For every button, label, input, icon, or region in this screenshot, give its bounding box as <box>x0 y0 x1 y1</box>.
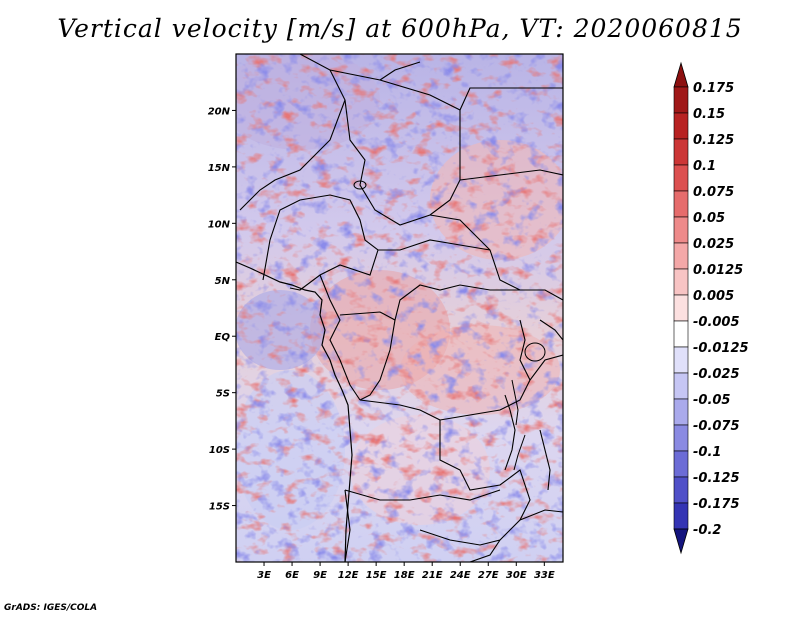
colorbar-label: 0.125 <box>693 133 734 148</box>
colorbar-label: -0.005 <box>693 315 740 330</box>
lon-tick-label: 24E <box>450 570 471 581</box>
velocity-field <box>236 54 563 562</box>
colorbar-label: -0.05 <box>693 393 730 408</box>
lon-tick-label: 3E <box>257 570 271 581</box>
colorbar-label: 0.175 <box>693 81 734 96</box>
colorbar-label: -0.075 <box>693 419 740 434</box>
lon-tick-label: 21E <box>422 570 443 581</box>
colorbar-segment <box>673 450 689 478</box>
lon-tick-label: 9E <box>313 570 327 581</box>
colorbar-label: 0.05 <box>693 211 725 226</box>
latitude-axis: 20N 15N 10N 5N EQ 5S 10S 15S <box>208 106 236 513</box>
colorbar-segment <box>673 190 689 218</box>
colorbar-label: 0.025 <box>693 237 734 252</box>
lon-tick-label: 30E <box>506 570 527 581</box>
colorbar-segment <box>673 112 689 140</box>
credit-text: GrADS: IGES/COLA <box>4 603 98 613</box>
colorbar-segment <box>673 164 689 192</box>
lakes <box>353 180 546 471</box>
lat-tick-label: 5N <box>215 276 231 287</box>
colorbar-label: -0.125 <box>693 471 740 486</box>
colorbar-label: 0.0125 <box>693 263 743 278</box>
colorbar-label: 0.1 <box>693 159 716 174</box>
lon-tick-label: 33E <box>534 570 555 581</box>
lat-tick-label: 5S <box>216 389 230 400</box>
lat-tick-label: 20N <box>208 106 231 117</box>
colorbar-segment <box>673 398 689 426</box>
colorbar-segment <box>673 502 689 530</box>
map-frame <box>235 53 564 563</box>
colorbar-segment <box>673 424 689 452</box>
lat-tick-label: 10S <box>209 445 230 456</box>
colorbar-segment <box>673 268 689 296</box>
colorbar-segment <box>673 346 689 374</box>
country-borders <box>239 54 563 562</box>
colorbar-segment <box>673 138 689 166</box>
colorbar-label: 0.15 <box>693 107 725 122</box>
colorbar-bottom-arrow <box>673 528 689 555</box>
colorbar-segment <box>673 476 689 504</box>
lon-tick-label: 15E <box>366 570 387 581</box>
lat-tick-label: EQ <box>215 332 231 343</box>
colorbar-segment <box>673 294 689 322</box>
coastline <box>236 261 353 562</box>
colorbar-segment <box>673 372 689 400</box>
colorbar-label: -0.0125 <box>693 341 749 356</box>
colorbar-label: -0.1 <box>693 445 721 460</box>
colorbar-segment <box>673 216 689 244</box>
colorbar: 0.175 0.15 0.125 0.1 0.075 0.05 0.025 0.0125 0.0… <box>673 61 749 555</box>
lon-tick-label: 18E <box>394 570 415 581</box>
lat-tick-label: 15N <box>208 163 231 174</box>
lon-tick-label: 6E <box>285 570 299 581</box>
colorbar-label: 0.075 <box>693 185 734 200</box>
colorbar-segment <box>673 86 689 114</box>
colorbar-label: -0.175 <box>693 497 740 512</box>
lon-tick-label: 27E <box>478 570 499 581</box>
lat-tick-label: 15S <box>209 502 230 513</box>
longitude-axis: 3E 6E 9E 12E 15E 18E 21E 24E 27E 30E 33E <box>257 562 555 581</box>
colorbar-label: 0.005 <box>693 289 734 304</box>
colorbar-segment <box>673 242 689 270</box>
colorbar-label: -0.025 <box>693 367 740 382</box>
colorbar-segment <box>673 320 689 348</box>
lat-tick-label: 10N <box>208 219 231 230</box>
colorbar-top-arrow <box>673 61 689 88</box>
chart-title: Vertical velocity [m/s] at 600hPa, VT: 2… <box>57 14 743 43</box>
lon-tick-label: 12E <box>338 570 359 581</box>
colorbar-label: -0.2 <box>693 523 721 538</box>
